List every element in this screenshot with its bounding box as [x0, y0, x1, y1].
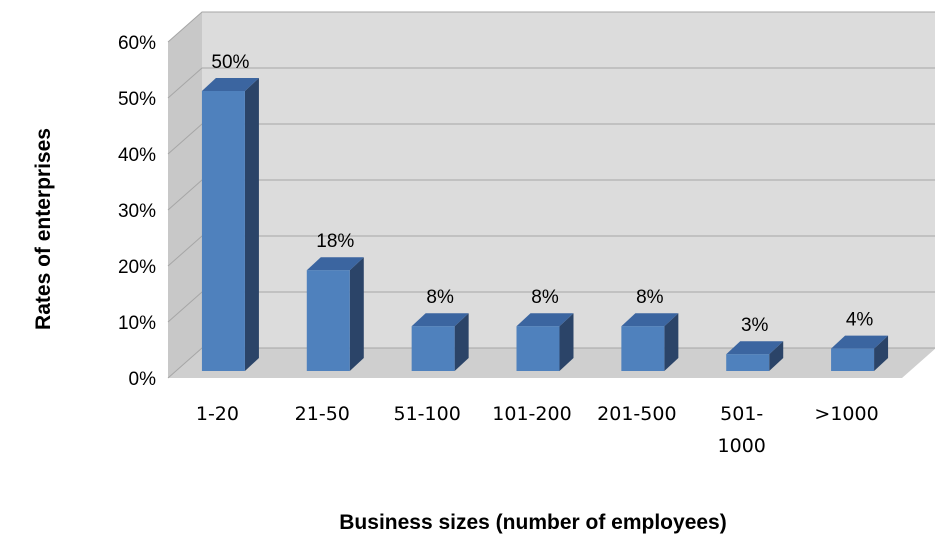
- bar-side-face: [769, 341, 784, 371]
- y-tick-label: 40%: [118, 145, 156, 166]
- bar-top-face: [726, 341, 784, 355]
- bar: [201, 78, 259, 371]
- bar: [831, 335, 889, 371]
- x-tick-label: >1000: [814, 403, 878, 425]
- x-tick-label: 101-200: [492, 403, 571, 425]
- bar-top-face: [411, 313, 469, 327]
- bar-side-face: [244, 78, 259, 371]
- y-tick-label: 60%: [118, 33, 156, 54]
- x-tick-label: 21-50: [295, 403, 350, 425]
- bar-front-face: [516, 326, 560, 371]
- bar-top-face: [621, 313, 679, 327]
- bar-front-face: [621, 326, 665, 371]
- bar-front-face: [726, 354, 770, 371]
- bar: [621, 313, 679, 371]
- bar-side-face: [349, 257, 364, 371]
- bar-side-face: [874, 335, 889, 371]
- bar: [726, 341, 784, 371]
- x-tick-label: 1-20: [196, 403, 239, 425]
- x-tick-label: 51-100: [393, 403, 460, 425]
- data-label: 3%: [741, 315, 769, 336]
- data-label: 8%: [531, 287, 559, 308]
- y-tick-label: 50%: [118, 89, 156, 110]
- bar-side-face: [454, 313, 469, 371]
- bar-top-face: [831, 335, 889, 349]
- bar-top-face: [201, 78, 259, 91]
- data-label: 8%: [636, 287, 664, 308]
- x-tick-label: 501-1000: [718, 403, 766, 457]
- bar-front-face: [411, 326, 455, 371]
- y-axis-ticks: 0% 10% 20% 30% 40% 50% 60%: [118, 33, 156, 390]
- bar-front-face: [831, 348, 875, 371]
- data-label: 4%: [846, 310, 874, 331]
- data-label: 50%: [211, 52, 249, 73]
- bar-side-face: [559, 313, 574, 371]
- bar-top-face: [516, 313, 574, 327]
- bar-top-face: [306, 257, 364, 271]
- y-tick-label: 30%: [118, 201, 156, 222]
- data-label: 18%: [316, 231, 354, 252]
- x-tick-label: 201-500: [597, 403, 676, 425]
- gridline: [167, 11, 935, 43]
- y-tick-label: 0%: [129, 369, 157, 390]
- x-axis-title: Business sizes (number of employees): [339, 511, 726, 534]
- bar-front-face: [306, 270, 350, 371]
- data-labels: 50% 18% 8% 8% 8% 3% 4%: [211, 52, 873, 336]
- y-axis-title: Rates of enterprises: [32, 128, 55, 330]
- bar: [516, 313, 574, 371]
- gridline: [167, 67, 935, 99]
- bar-side-face: [664, 313, 679, 371]
- bar: [306, 257, 364, 371]
- y-tick-label: 20%: [118, 257, 156, 278]
- x-axis-ticks: 1-20 21-50 51-100 101-200 201-500 501-1000 >10…: [196, 403, 879, 457]
- bar-front-face: [201, 91, 245, 371]
- data-label: 8%: [426, 287, 454, 308]
- bar: [411, 313, 469, 371]
- bars: [201, 78, 889, 371]
- y-tick-label: 10%: [118, 313, 156, 334]
